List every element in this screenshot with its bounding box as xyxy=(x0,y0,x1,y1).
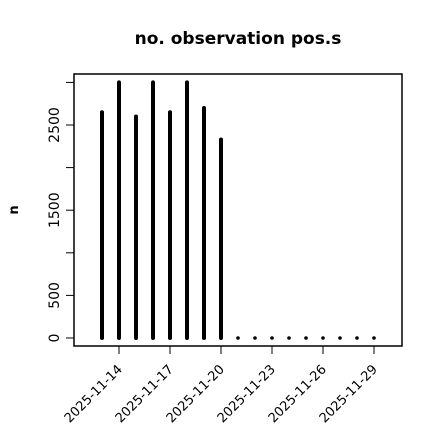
y-tick-label-1500: 1500 xyxy=(47,192,63,228)
bar-2025-11-24 xyxy=(287,336,291,340)
bar-2025-11-23 xyxy=(270,336,274,340)
bar-2025-11-27 xyxy=(338,336,342,340)
y-axis-label: n xyxy=(7,205,22,214)
bar-2025-11-25 xyxy=(304,336,308,340)
bar-2025-11-28 xyxy=(355,336,359,340)
x-ticks-group: 2025-11-142025-11-172025-11-202025-11-23… xyxy=(62,346,381,426)
bar-2025-11-26 xyxy=(321,336,325,340)
y-ticks-group: 0 500 1500 2500 xyxy=(47,81,74,343)
bars-group xyxy=(100,80,376,340)
plot-border xyxy=(73,73,403,347)
chart-title: no. observation pos.s xyxy=(135,29,342,49)
bar-2025-11-21 xyxy=(236,336,240,340)
y-tick-label-0: 0 xyxy=(47,334,63,343)
y-tick-label-500: 500 xyxy=(47,282,63,309)
bar-2025-11-29 xyxy=(372,336,376,340)
bar-2025-11-22 xyxy=(253,336,257,340)
y-tick-label-2500: 2500 xyxy=(47,107,63,143)
